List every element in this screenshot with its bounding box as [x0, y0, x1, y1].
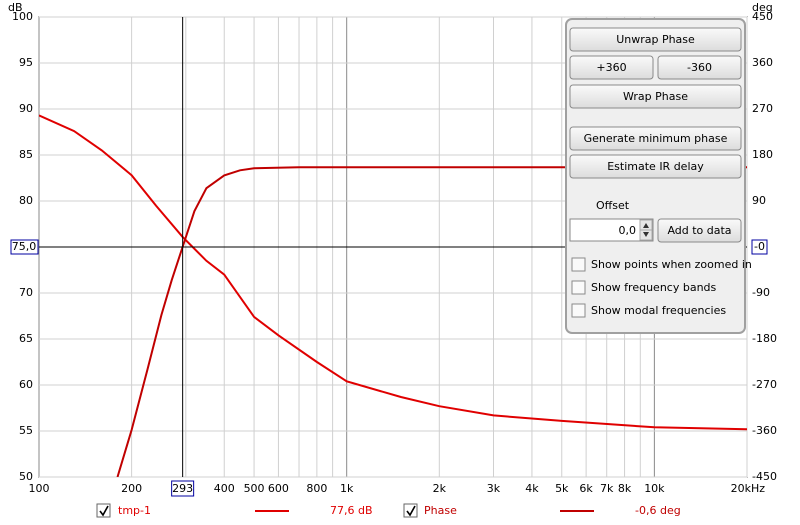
button-face[interactable]	[657, 218, 742, 243]
legend-name: tmp-1	[118, 504, 151, 517]
legend-name: Phase	[424, 504, 457, 517]
button-label[interactable]: Generate minimum phase	[584, 132, 728, 145]
y-tick-label: 85	[19, 148, 33, 161]
button-label[interactable]: Estimate IR delay	[607, 160, 704, 173]
offset-value[interactable]: 0,0	[619, 224, 637, 237]
checkbox-label[interactable]: Show modal frequencies	[591, 304, 726, 317]
legend-readout: 77,6 dB	[330, 504, 373, 517]
x-tick-label: 3k	[487, 482, 501, 495]
y-tick-label: 70	[19, 286, 33, 299]
y-tick-label: 100	[12, 10, 33, 23]
x-tick-label: 2k	[433, 482, 447, 495]
y2-tick-label: 180	[752, 148, 773, 161]
y-tick-label: 90	[19, 102, 33, 115]
cursor-x-box	[171, 480, 195, 497]
legend-check	[99, 505, 109, 517]
checkbox[interactable]	[571, 257, 586, 272]
button[interactable]: Add to data	[657, 218, 742, 243]
button-label[interactable]: +360	[596, 61, 626, 74]
y2-tick-label: -360	[752, 424, 777, 437]
button-face[interactable]	[569, 55, 654, 80]
y-tick-label: 50	[19, 470, 33, 483]
cursor-y2-label: -0	[754, 240, 765, 253]
checkbox-label[interactable]: Show points when zoomed in	[591, 258, 752, 271]
y2-tick-label: 360	[752, 56, 773, 69]
x-tick-label: 800	[306, 482, 327, 495]
x-tick-label: 200	[121, 482, 142, 495]
button[interactable]: +360	[569, 55, 654, 80]
cursor-y-label: 75,0	[12, 240, 37, 253]
checkbox[interactable]	[571, 280, 586, 295]
x-tick-label: 4k	[525, 482, 539, 495]
y-tick-label: 80	[19, 194, 33, 207]
x-tick-label: 100	[29, 482, 50, 495]
y2-tick-label: -450	[752, 470, 777, 483]
offset-label: Offset	[596, 199, 630, 212]
button-label[interactable]: -360	[687, 61, 712, 74]
control-panel: Unwrap Phase +360 -360 Wrap Phase Generate m…	[565, 18, 752, 334]
legend-check	[406, 505, 416, 517]
x-tick-label: 10k	[644, 482, 665, 495]
y2-tick-label: 450	[752, 10, 773, 23]
y-tick-label: 65	[19, 332, 33, 345]
y2-tick-label: -90	[752, 286, 770, 299]
y2-tick-label: 270	[752, 102, 773, 115]
x-tick-label: 20kHz	[731, 482, 766, 495]
button-label[interactable]: Wrap Phase	[623, 90, 688, 103]
y-tick-label: 60	[19, 378, 33, 391]
series-line	[39, 114, 747, 431]
y2-tick-label: 90	[752, 194, 766, 207]
cursor-y2-box	[751, 239, 768, 255]
x-tick-label: 8k	[618, 482, 632, 495]
axes: 100 200 400 500 600 800 1k 2k 3k 4k 5k 6k 7k 8k 10k 20k…	[10, 10, 777, 497]
button-label[interactable]: Add to data	[667, 224, 731, 237]
button[interactable]: Wrap Phase	[569, 84, 742, 109]
button[interactable]: Unwrap Phase	[569, 27, 742, 52]
cursor-x-label: 293	[172, 482, 193, 495]
button-face[interactable]	[569, 154, 742, 179]
y-tick-label: 95	[19, 56, 33, 69]
x-tick-label: 400	[214, 482, 235, 495]
button[interactable]: -360	[657, 55, 742, 80]
x-tick-label: 500	[244, 482, 265, 495]
button-face[interactable]	[569, 27, 742, 52]
y-tick-label: 55	[19, 424, 33, 437]
spinner-arrows	[643, 223, 649, 237]
button-face[interactable]	[657, 55, 742, 80]
offset-input[interactable]	[569, 218, 654, 242]
y2-unit: deg	[752, 1, 773, 14]
button[interactable]: Estimate IR delay	[569, 154, 742, 179]
y-unit: dB	[8, 1, 23, 14]
checkbox-label[interactable]: Show frequency bands	[591, 281, 717, 294]
y2-tick-label: -180	[752, 332, 777, 345]
legend: tmp-1 77,6 dB Phase -0,6 deg	[96, 503, 681, 518]
x-tick-label: 600	[268, 482, 289, 495]
x-tick-label: 7k	[600, 482, 614, 495]
y2-tick-label: -270	[752, 378, 777, 391]
series-line	[116, 166, 747, 477]
x-tick-label: 6k	[579, 482, 593, 495]
x-tick-label: 5k	[555, 482, 569, 495]
legend-readout: -0,6 deg	[635, 504, 681, 517]
button-face[interactable]	[569, 84, 742, 109]
cursor-y-box	[10, 239, 39, 255]
checkbox[interactable]	[571, 303, 586, 318]
button-face[interactable]	[569, 126, 742, 151]
button-label[interactable]: Unwrap Phase	[616, 33, 695, 46]
button[interactable]: Generate minimum phase	[569, 126, 742, 151]
x-tick-label: 1k	[340, 482, 354, 495]
